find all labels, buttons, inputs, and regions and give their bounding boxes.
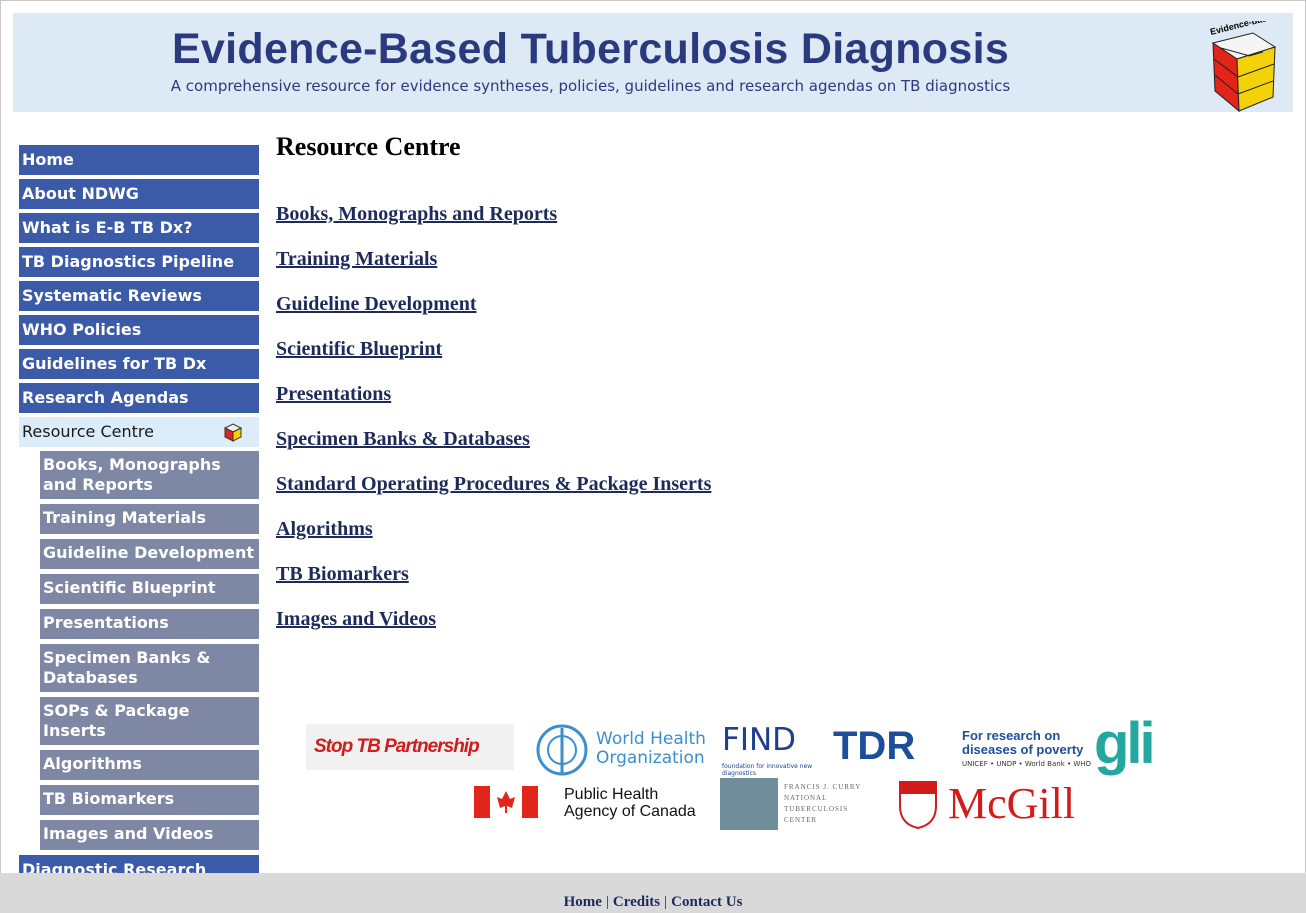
- sub-nav-item[interactable]: Algorithms: [40, 750, 259, 780]
- sub-nav-item[interactable]: Scientific Blueprint: [40, 574, 259, 604]
- tdr-sub: UNICEF • UNDP • World Bank • WHO: [962, 760, 1092, 768]
- nav-item[interactable]: Guidelines for TB Dx: [19, 349, 259, 379]
- nav-item[interactable]: WHO Policies: [19, 315, 259, 345]
- separator: |: [664, 894, 668, 910]
- resource-link[interactable]: TB Biomarkers: [276, 563, 409, 585]
- resource-link[interactable]: Specimen Banks & Databases: [276, 428, 530, 450]
- page-heading: Resource Centre: [276, 132, 461, 161]
- sub-nav-item[interactable]: Presentations: [40, 609, 259, 639]
- mcgill-crest: [899, 781, 937, 830]
- stoptb-logo: Stop TB Partnership: [306, 724, 514, 770]
- nav-item[interactable]: Home: [19, 145, 259, 175]
- nav-item[interactable]: TB Diagnostics Pipeline: [19, 247, 259, 277]
- separator: |: [605, 894, 609, 910]
- nav-item[interactable]: What is E-B TB Dx?: [19, 213, 259, 243]
- sub-nav-item[interactable]: Specimen Banks & Databases: [40, 644, 259, 692]
- resource-link[interactable]: Presentations: [276, 383, 392, 405]
- resource-link[interactable]: Books, Monographs and Reports: [276, 203, 558, 225]
- find-sub: foundation for innovative new diagnostic…: [722, 763, 813, 777]
- curry-text: FRANCIS J. CURRY NATIONAL TUBERCULOSIS C…: [784, 783, 862, 824]
- tdr-text: TDR: [833, 724, 916, 768]
- nav-item[interactable]: Research Agendas: [19, 383, 259, 413]
- nav-item[interactable]: Resource Centre: [19, 417, 259, 447]
- resource-link[interactable]: Scientific Blueprint: [276, 338, 443, 360]
- mcgill-text: McGill: [948, 779, 1076, 828]
- nav-item[interactable]: Systematic Reviews: [19, 281, 259, 311]
- resource-link[interactable]: Algorithms: [276, 518, 373, 540]
- phac-text: Public Health Agency of Canada: [564, 786, 696, 820]
- sub-nav-item[interactable]: Training Materials: [40, 504, 259, 534]
- footer-link[interactable]: Home: [563, 894, 602, 910]
- footer: Home | Credits | Contact Us: [0, 873, 1306, 913]
- sub-nav-item[interactable]: Guideline Development: [40, 539, 259, 569]
- curry-image: [720, 778, 778, 830]
- sidebar-nav: Home About NDWG What is E-B TB Dx? TB Diagn…: [19, 145, 259, 889]
- site-title: Evidence-Based Tuberculosis Diagnosis: [171, 25, 1010, 73]
- sub-nav-item[interactable]: TB Biomarkers: [40, 785, 259, 815]
- sub-nav-item[interactable]: Images and Videos: [40, 820, 259, 850]
- header: Evidence-Based Tuberculosis Diagnosis A …: [13, 13, 1293, 113]
- site-subtitle: A comprehensive resource for evidence sy…: [170, 77, 1011, 95]
- footer-link[interactable]: Contact Us: [671, 894, 743, 910]
- resource-link[interactable]: Training Materials: [276, 248, 438, 270]
- logo: Evidence-based TB Diagnosis: [1209, 21, 1283, 113]
- active-icon: [223, 423, 243, 442]
- tdr-tag: For research on diseases of poverty: [962, 728, 1084, 757]
- find-text: FIND: [722, 722, 797, 758]
- sub-nav-item[interactable]: Books, Monographs and Reports: [40, 451, 259, 499]
- gli-text: gli: [1094, 711, 1156, 776]
- resource-link[interactable]: Guideline Development: [276, 293, 477, 315]
- footer-link[interactable]: Credits: [612, 894, 661, 910]
- resource-link[interactable]: Standard Operating Procedures & Package …: [276, 473, 712, 495]
- footer-links: Home | Credits | Contact Us: [0, 894, 1306, 911]
- stoptb-text: Stop TB Partnership: [314, 736, 480, 757]
- nav-item[interactable]: About NDWG: [19, 179, 259, 209]
- canada-flag: [474, 786, 538, 818]
- who-text: World Health Organization: [596, 729, 706, 768]
- who-emblem: [536, 724, 588, 776]
- sub-nav-item[interactable]: SOPs & Package Inserts: [40, 697, 259, 745]
- resource-link[interactable]: Images and Videos: [276, 608, 437, 630]
